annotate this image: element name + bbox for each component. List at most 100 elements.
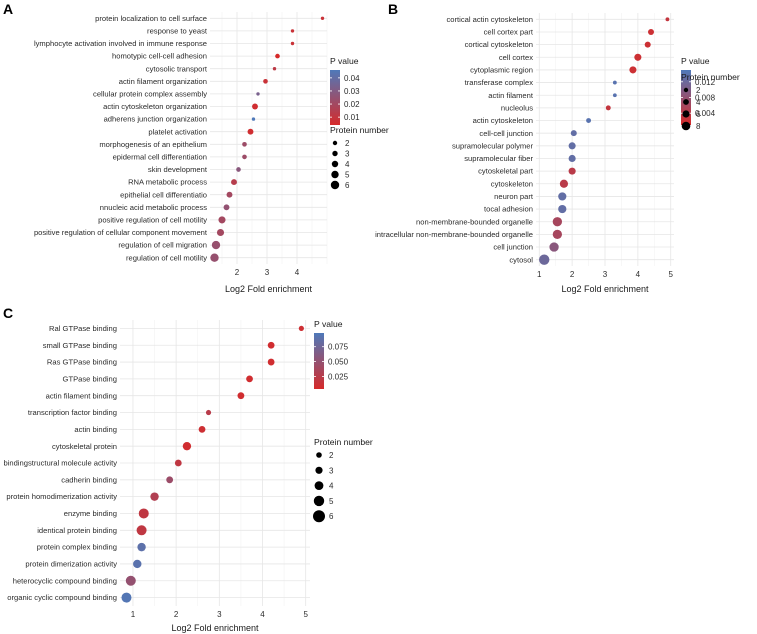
data-point (137, 542, 146, 552)
data-point (263, 78, 268, 84)
x-tick-label: 4 (636, 270, 641, 279)
data-point (242, 141, 247, 147)
y-term-label: positive regulation of cell motility (98, 216, 207, 225)
y-term-label: nnucleic acid metabolic process (100, 203, 207, 212)
y-term-label: nucleolus (501, 103, 533, 112)
y-term-label: positive regulation of cellular componen… (34, 228, 208, 237)
data-point (605, 105, 611, 111)
size-key-label: 8 (696, 122, 701, 131)
x-axis-title: Log2 Fold enrichment (561, 284, 649, 294)
x-axis-title: Log2 Fold enrichment (171, 623, 259, 633)
y-term-label: transcription factor binding (28, 408, 117, 417)
p-value-color-bar (330, 70, 340, 125)
y-term-label: small GTPase binding (43, 341, 117, 350)
size-key-label: 2 (696, 86, 701, 95)
protein-number-legend: Protein number 2 34 56 (330, 125, 389, 190)
y-term-label: protein complex binding (37, 543, 117, 552)
data-point (133, 559, 142, 569)
y-term-label: cell cortex (499, 53, 533, 62)
data-point (210, 253, 219, 262)
data-point (205, 409, 212, 416)
data-point (166, 476, 174, 484)
x-tick-label: 3 (603, 270, 608, 279)
y-term-label: homotypic cell-cell adhesion (112, 52, 207, 61)
data-point (267, 358, 275, 366)
size-key-label: 4 (345, 160, 350, 169)
size-key-label: 3 (345, 150, 350, 159)
p-value-tick-label: 0.008 (695, 94, 716, 103)
size-key-dot (316, 452, 322, 458)
size-key-dot (332, 150, 338, 157)
size-key-dot (681, 121, 691, 131)
p-value-tick-label: 0.03 (344, 87, 360, 96)
size-key-dot (314, 481, 324, 490)
size-key-label: 6 (329, 512, 334, 521)
panel-b: B 1 2 3 4 5 cortical actin cytoskeleton cell co… (375, 1, 740, 294)
size-key-label: 5 (329, 497, 334, 506)
x-tick-label: 4 (260, 610, 265, 619)
y-term-label: actin filament binding (46, 391, 117, 400)
x-tick-label: 3 (265, 268, 270, 277)
x-axis-title: Log2 Fold enrichment (225, 284, 313, 294)
x-tick-label: 4 (295, 268, 300, 277)
data-point (121, 592, 132, 603)
p-value-tick-label: 0.04 (344, 74, 360, 83)
protein-number-legend: Protein number 2 4 6 8 (681, 72, 740, 131)
data-point (237, 392, 245, 400)
data-point (211, 240, 221, 250)
data-point (539, 254, 550, 265)
data-point (272, 67, 277, 71)
data-point (136, 525, 147, 536)
y-term-label: regulation of cell motility (126, 253, 207, 262)
y-term-label: epidermal cell differentiation (113, 153, 207, 162)
y-term-label: supramolecular polymer (452, 141, 534, 150)
size-key-dot (331, 170, 339, 179)
x-tick-label: 3 (217, 610, 222, 619)
size-key-dot (331, 160, 339, 168)
y-term-label: transferase complex (465, 78, 534, 87)
data-point (242, 154, 247, 160)
size-key-dot (332, 140, 338, 146)
data-point (182, 441, 192, 451)
data-point (138, 508, 149, 519)
data-point (568, 142, 576, 150)
x-tick-label: 5 (668, 270, 673, 279)
data-point (552, 229, 563, 240)
size-key-dot (682, 110, 690, 118)
y-term-label: neuron part (494, 192, 534, 201)
y-term-label: cellular protein complex assembly (93, 90, 207, 99)
p-value-tick-label: 0.050 (328, 358, 349, 367)
panel-letter: A (3, 1, 13, 17)
p-value-tick-label: 0.004 (695, 109, 716, 118)
y-term-label: tocal adhesion (484, 205, 533, 214)
x-tick-label: 2 (235, 268, 240, 277)
y-term-label: actin filament (488, 91, 534, 100)
data-point (320, 16, 325, 20)
y-term-label: response to yeast (147, 27, 208, 36)
data-point (612, 80, 617, 85)
y-term-label: intracellular non-membrane-bounded organ… (375, 230, 533, 239)
y-term-label: actin binding (74, 425, 117, 434)
y-term-label: cortical cytoskeleton (465, 40, 533, 49)
data-point (290, 29, 295, 33)
x-tick-label: 1 (131, 610, 136, 619)
size-key-label: 2 (345, 139, 350, 148)
size-key-label: 6 (696, 110, 701, 119)
size-key-label: 3 (329, 466, 334, 475)
data-point (125, 575, 136, 586)
p-value-legend: P value 0.04 0.03 0.02 0.01 (330, 56, 360, 125)
y-term-label: protein homodimerization activity (6, 492, 117, 501)
size-key-dot (330, 180, 340, 190)
y-term-label: cytoskeletal part (478, 167, 534, 176)
p-value-color-bar (314, 333, 324, 389)
data-point (552, 217, 563, 227)
panel-c: C 1 2 3 4 5 Ral GTPase binding small GTPase bin… (3, 305, 373, 633)
data-point (150, 492, 159, 501)
panel-letter: B (388, 1, 398, 17)
p-value-color-bar (681, 70, 691, 125)
p-value-legend-title: P value (330, 56, 359, 66)
data-point (298, 325, 304, 332)
size-key-dot (315, 466, 323, 474)
y-term-label: Ral GTPase binding (49, 324, 117, 333)
